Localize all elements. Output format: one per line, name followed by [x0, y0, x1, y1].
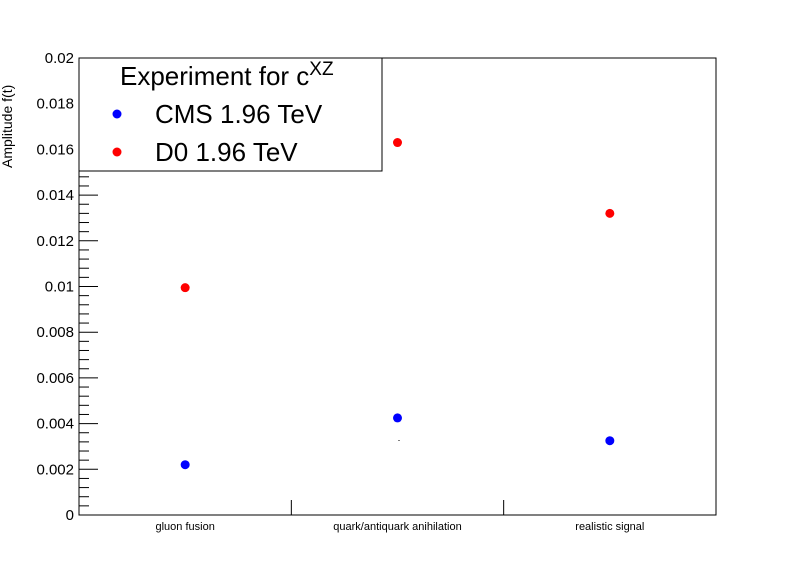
- legend-marker-cms: [112, 109, 122, 119]
- y-tick-label: 0.014: [36, 187, 74, 204]
- data-point-d0: [393, 138, 402, 148]
- y-tick-label: 0.02: [45, 50, 74, 67]
- y-tick-label: 0.004: [36, 416, 74, 433]
- y-tick-label: 0.018: [36, 96, 74, 113]
- data-point-d0: [180, 283, 190, 293]
- data-point-d0: [605, 208, 615, 218]
- data-point-cms: [393, 413, 402, 423]
- legend-title-main: Experiment for c: [120, 61, 309, 91]
- y-tick-label: 0.002: [36, 461, 74, 478]
- y-tick-label: 0.012: [36, 233, 74, 250]
- y-tick-label: 0.008: [36, 324, 74, 341]
- legend-label-d0: D0 1.96 TeV: [155, 137, 298, 167]
- y-tick-label: 0.016: [36, 141, 74, 158]
- data-points: [180, 138, 615, 470]
- x-axis-category-labels: gluon fusion quark/antiquark anihilation r…: [156, 521, 645, 533]
- x-category-label: quark/antiquark anihilation: [333, 521, 461, 533]
- x-category-label: gluon fusion: [156, 521, 215, 533]
- x-axis-ticks: [290, 500, 505, 515]
- y-tick-label: 0: [66, 507, 74, 524]
- y-axis-title: Amplitude f(t): [0, 85, 15, 168]
- legend-title-superscript: XZ: [309, 59, 334, 80]
- legend-box: [78, 57, 383, 172]
- legend-title: Experiment for cXZ: [120, 59, 334, 91]
- legend-label-cms: CMS 1.96 TeV: [155, 99, 323, 129]
- data-point-cms: [180, 460, 190, 470]
- data-point-cms: [605, 436, 615, 446]
- y-axis-tick-labels: 0 0.002 0.004 0.006 0.008 0.01 0.012 0.014 0.016…: [36, 50, 74, 524]
- x-category-label: realistic signal: [575, 521, 644, 533]
- legend: Experiment for cXZ CMS 1.96 TeV D0 1.96 …: [78, 57, 383, 172]
- y-tick-label: 0.01: [45, 279, 74, 296]
- y-tick-label: 0.006: [36, 370, 74, 387]
- legend-marker-d0: [112, 147, 122, 157]
